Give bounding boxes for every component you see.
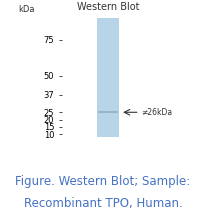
Text: kDa: kDa — [18, 5, 35, 14]
FancyBboxPatch shape — [97, 18, 119, 137]
Text: Figure. Western Blot; Sample:: Figure. Western Blot; Sample: — [15, 175, 191, 188]
Text: ≠26kDa: ≠26kDa — [142, 108, 173, 117]
Text: Western Blot: Western Blot — [77, 2, 139, 12]
FancyBboxPatch shape — [98, 111, 118, 113]
Text: Recombinant TPO, Human.: Recombinant TPO, Human. — [24, 197, 182, 210]
